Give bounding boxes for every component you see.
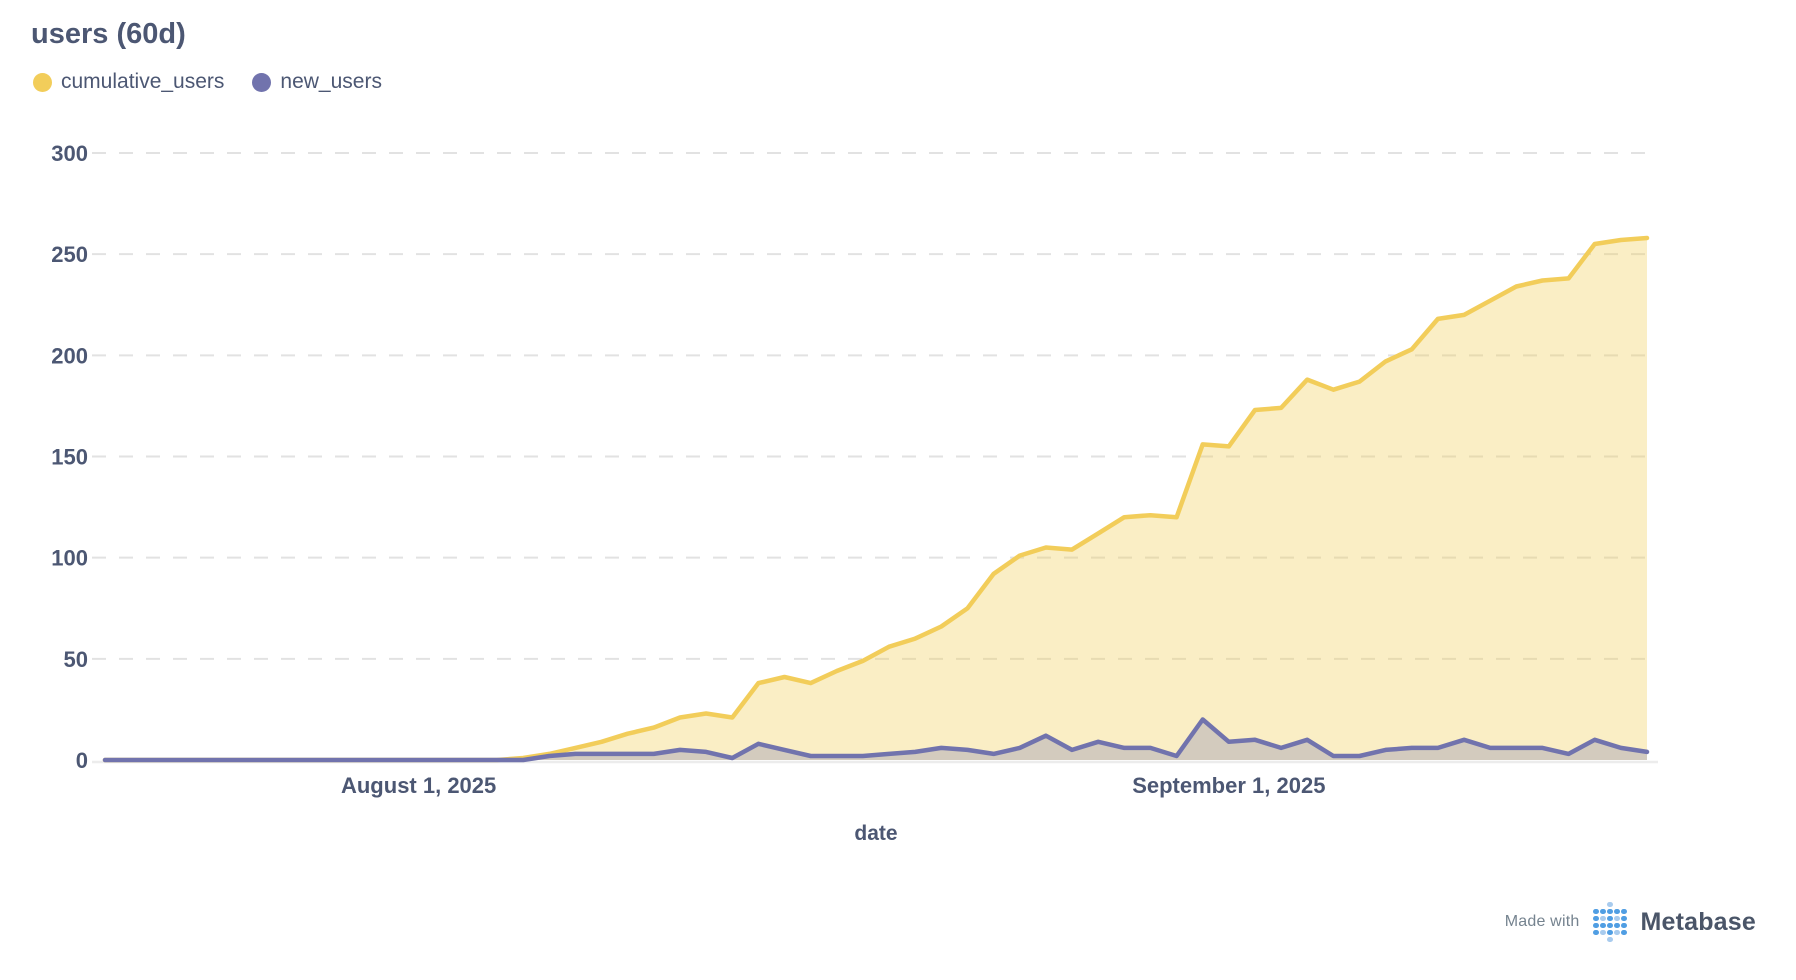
- new_users-line[interactable]: [102, 717, 1650, 763]
- logo-dot: [1621, 902, 1626, 907]
- metabase-logo-icon: [1592, 901, 1627, 943]
- logo-dot: [1614, 922, 1620, 929]
- logo-dot: [1593, 937, 1598, 942]
- logo-dot: [1593, 902, 1598, 907]
- y-tick-label: 100: [51, 546, 88, 571]
- logo-dot: [1600, 937, 1605, 942]
- cumulative_users-area[interactable]: [105, 238, 1647, 760]
- legend-label: cumulative_users: [61, 70, 225, 93]
- logo-dot: [1614, 929, 1620, 936]
- legend-item-new-users[interactable]: new_users: [252, 70, 382, 94]
- logo-dot: [1621, 922, 1627, 929]
- logo-dot: [1593, 922, 1599, 929]
- x-tick-label: August 1, 2025: [341, 773, 496, 798]
- logo-dot: [1593, 908, 1599, 915]
- x-axis-title: date: [854, 822, 897, 845]
- logo-dot: [1607, 901, 1613, 908]
- y-tick-label: 50: [64, 647, 88, 672]
- new_users-area[interactable]: [105, 719, 1647, 761]
- logo-dot: [1600, 929, 1606, 936]
- y-tick-label: 0: [76, 748, 88, 773]
- logo-dot: [1607, 915, 1613, 922]
- made-with-metabase-link[interactable]: Made with Metabase: [1505, 901, 1756, 943]
- cumulative-users-swatch-icon: [33, 72, 52, 92]
- x-tick-label: September 1, 2025: [1132, 773, 1325, 798]
- y-tick-label: 200: [51, 343, 88, 368]
- new-users-swatch-icon: [252, 72, 272, 92]
- y-tick-label: 250: [51, 242, 88, 267]
- logo-dot: [1621, 937, 1626, 942]
- logo-dot: [1621, 908, 1627, 915]
- logo-dot: [1593, 929, 1599, 936]
- logo-dot: [1607, 929, 1613, 936]
- logo-dot: [1621, 915, 1627, 922]
- logo-dot: [1607, 922, 1613, 929]
- logo-dot: [1607, 908, 1613, 915]
- metabase-wordmark: Metabase: [1640, 907, 1756, 936]
- chart-title: users (60d): [31, 18, 186, 50]
- legend: cumulative_users new_users: [33, 70, 382, 94]
- logo-dot: [1621, 929, 1627, 936]
- made-with-text: Made with: [1504, 913, 1580, 930]
- logo-dot: [1614, 937, 1619, 942]
- logo-dot: [1614, 902, 1619, 907]
- logo-dot: [1607, 936, 1613, 943]
- y-tick-label: 300: [51, 141, 88, 166]
- logo-dot: [1614, 915, 1620, 922]
- logo-dot: [1600, 908, 1606, 915]
- logo-dot: [1614, 908, 1620, 915]
- legend-item-cumulative-users[interactable]: cumulative_users: [33, 70, 224, 94]
- y-tick-label: 150: [51, 445, 88, 470]
- legend-label: new_users: [280, 70, 382, 93]
- logo-dot: [1600, 915, 1606, 922]
- logo-dot: [1600, 922, 1606, 929]
- logo-dot: [1593, 915, 1599, 922]
- logo-dot: [1600, 902, 1605, 907]
